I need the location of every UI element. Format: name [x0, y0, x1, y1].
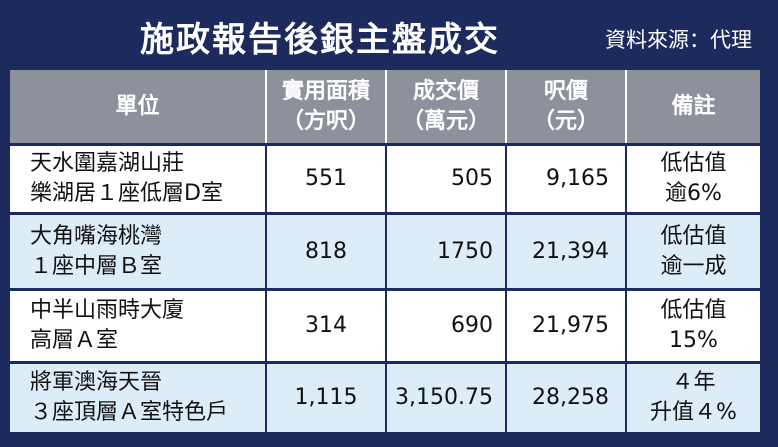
cell-text: 低估值 — [660, 223, 727, 249]
header-text: （元） — [532, 108, 599, 134]
cell-text: 逾一成 — [660, 253, 727, 279]
cell-text: 1750 — [437, 238, 493, 264]
cell-text: 21,394 — [532, 238, 609, 264]
cell-text: 15% — [669, 328, 718, 353]
cell-text: 818 — [305, 238, 347, 264]
table-cell: 將軍澳海天晉 ３座頂層Ａ室特色戶 — [10, 364, 265, 432]
table-cell: ４年升值４% — [627, 364, 760, 432]
table-cell: 低估值逾6% — [627, 146, 760, 212]
table-cell: 3,150.75 — [387, 364, 505, 432]
cell-text: 低估值 — [660, 151, 727, 176]
cell-text: 28,258 — [532, 385, 609, 410]
title-bar: 施政報告後銀主盤成交 資料來源：代理 — [0, 0, 778, 68]
table-cell: 21,394 — [507, 215, 625, 288]
table-cell: 中半山雨時大廈 高層Ａ室 — [10, 291, 265, 361]
cell-text: 升值４% — [650, 400, 737, 425]
table-cell: 505 — [387, 146, 505, 212]
cell-text: 551 — [305, 166, 347, 191]
cell-text: 9,165 — [546, 166, 609, 191]
cell-text: 天水圍嘉湖山莊 — [30, 151, 185, 176]
cell-text: 21,975 — [532, 313, 609, 338]
title: 施政報告後銀主盤成交 — [140, 20, 500, 60]
header-text: 呎價 — [543, 78, 588, 104]
cell-text: ３座頂層Ａ室特色戶 — [30, 400, 229, 425]
table-cell: 大角嘴海桃灣 １座中層Ｂ室 — [10, 215, 265, 288]
table-cell: 1,115 — [267, 364, 385, 432]
cell-text: 3,150.75 — [395, 385, 493, 410]
table-cell: 低估值 逾一成 — [627, 215, 760, 288]
cell-text: 逾6% — [665, 181, 722, 206]
cell-text: 690 — [451, 313, 493, 338]
table-cell: 690 — [387, 291, 505, 361]
table-cell: 818 — [267, 215, 385, 288]
table-cell: 314 — [267, 291, 385, 361]
header-cell: 呎價 （元） — [507, 70, 625, 143]
table-cell: 低估值 15% — [627, 291, 760, 361]
cell-text: 低估值 — [660, 298, 727, 323]
header-text: （方呎） — [281, 108, 370, 134]
header-text: 實用面積 — [281, 78, 370, 104]
cell-text: 505 — [451, 166, 493, 191]
table-cell: 天水圍嘉湖山莊樂湖居１座低層D室 — [10, 146, 265, 212]
table-cell: 551 — [267, 146, 385, 212]
header-text: 單位 — [115, 93, 160, 119]
table-cell: 1750 — [387, 215, 505, 288]
table-cell: 21,975 — [507, 291, 625, 361]
table-cell: 9,165 — [507, 146, 625, 212]
cell-text: ４年 — [671, 370, 716, 395]
table-cell: 28,258 — [507, 364, 625, 432]
header-cell: 成交價 （萬元） — [387, 70, 505, 143]
header-text: （萬元） — [401, 108, 490, 134]
cell-text: 高層Ａ室 — [30, 328, 119, 353]
source: 資料來源：代理 — [605, 28, 752, 52]
cell-text: 樂湖居１座低層D室 — [30, 181, 223, 206]
cell-text: 中半山雨時大廈 — [30, 298, 185, 323]
cell-text: 大角嘴海桃灣 — [30, 223, 163, 249]
header-text: 備註 — [671, 93, 716, 119]
header-cell: 單位 — [10, 70, 265, 143]
header-cell: 實用面積 （方呎） — [267, 70, 385, 143]
cell-text: 1,115 — [294, 385, 358, 410]
cell-text: 將軍澳海天晉 — [30, 370, 163, 395]
cell-text: 314 — [305, 313, 347, 338]
header-cell: 備註 — [627, 70, 760, 143]
header-text: 成交價 — [412, 78, 479, 104]
cell-text: １座中層Ｂ室 — [30, 253, 163, 279]
